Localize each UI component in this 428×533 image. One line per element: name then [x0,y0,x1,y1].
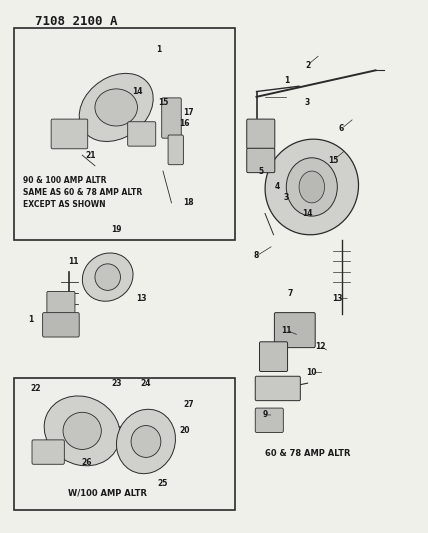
Text: 1: 1 [29,315,34,324]
Text: 1: 1 [284,76,289,85]
Text: W/100 AMP ALTR: W/100 AMP ALTR [68,488,147,497]
Text: 8: 8 [254,252,259,261]
Text: 24: 24 [141,378,151,387]
Text: 11: 11 [281,326,291,335]
Text: 5: 5 [258,166,263,175]
Ellipse shape [95,89,137,126]
Text: 15: 15 [328,156,338,165]
Text: 7108 2100 A: 7108 2100 A [36,14,118,28]
Ellipse shape [44,396,120,466]
Text: 3: 3 [284,193,289,202]
FancyBboxPatch shape [32,440,64,464]
Text: 14: 14 [132,87,143,96]
Text: 2: 2 [305,61,310,69]
Bar [14,378,235,511]
Text: 14: 14 [302,209,313,218]
Ellipse shape [116,409,175,474]
FancyBboxPatch shape [162,98,181,138]
Text: 23: 23 [111,378,122,387]
FancyBboxPatch shape [247,119,275,149]
Text: 21: 21 [86,151,96,160]
Ellipse shape [95,264,120,290]
Text: 19: 19 [111,225,122,234]
FancyBboxPatch shape [255,408,283,432]
FancyBboxPatch shape [255,376,300,401]
Ellipse shape [286,158,337,216]
Text: 11: 11 [68,257,79,265]
Text: 26: 26 [81,458,92,467]
Text: 15: 15 [158,98,168,107]
Text: 9: 9 [262,410,268,419]
FancyBboxPatch shape [128,122,156,146]
Text: 16: 16 [179,119,190,128]
FancyBboxPatch shape [51,119,88,149]
Text: 60 & 78 AMP ALTR: 60 & 78 AMP ALTR [265,449,350,458]
Text: 27: 27 [183,400,194,409]
Text: 20: 20 [179,426,190,435]
Text: 3: 3 [305,98,310,107]
Ellipse shape [265,139,359,235]
Ellipse shape [131,425,161,457]
FancyBboxPatch shape [47,292,75,316]
Ellipse shape [79,74,153,141]
Text: 7: 7 [288,288,293,297]
Text: 22: 22 [30,384,41,393]
FancyBboxPatch shape [247,148,275,173]
Text: 10: 10 [306,368,317,377]
FancyBboxPatch shape [168,135,183,165]
Ellipse shape [82,253,133,301]
Text: 4: 4 [275,182,280,191]
Text: 12: 12 [315,342,326,351]
Text: 18: 18 [183,198,194,207]
Ellipse shape [299,171,324,203]
Text: 13: 13 [332,294,342,303]
Text: 13: 13 [137,294,147,303]
Ellipse shape [63,413,101,449]
Text: 17: 17 [183,108,194,117]
FancyBboxPatch shape [259,342,288,372]
FancyBboxPatch shape [274,313,315,348]
Text: 25: 25 [158,479,168,488]
FancyBboxPatch shape [43,313,79,337]
Text: 1: 1 [156,45,161,54]
Text: 6: 6 [339,124,344,133]
Bar [14,28,235,240]
Text: 90 & 100 AMP ALTR
SAME AS 60 & 78 AMP ALTR
EXCEPT AS SHOWN: 90 & 100 AMP ALTR SAME AS 60 & 78 AMP AL… [23,176,142,209]
